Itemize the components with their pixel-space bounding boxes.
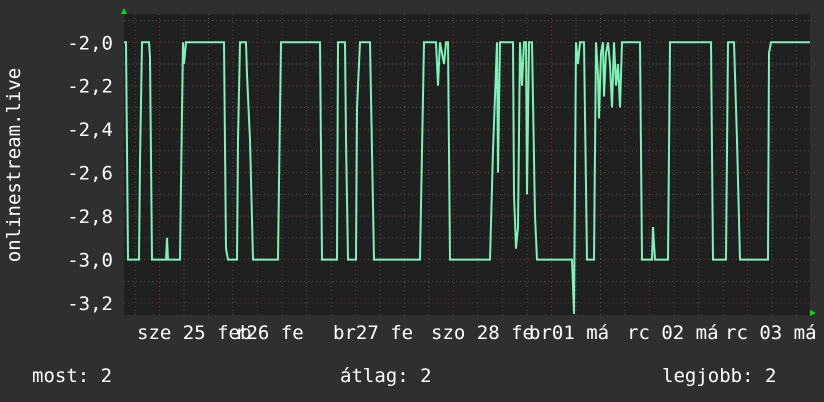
- plot-area: [124, 14, 810, 315]
- legend-maximum: legjobb: 2: [662, 365, 776, 387]
- x-tick-label: szo 28 fe: [431, 322, 534, 344]
- y-axis: -2,0 -2,2 -2,4 -2,6 -2,8 -3,0 -3,2: [67, 32, 113, 315]
- x-axis-arrow-icon: [810, 310, 816, 316]
- y-tick-label: -2,4: [67, 119, 113, 141]
- x-tick-label: rc 02 má: [627, 322, 719, 344]
- y-tick-label: -3,0: [67, 250, 113, 272]
- y-tick-label: -2,6: [67, 163, 113, 185]
- y-tick-label: -2,2: [67, 76, 113, 98]
- x-tick-label: rc 03 má: [725, 322, 817, 344]
- series-line: [124, 41, 810, 314]
- y-axis-label: onlinestream.live: [3, 68, 25, 262]
- y-tick-label: -3,2: [67, 293, 113, 315]
- x-tick-label: sze 25 feb: [137, 322, 251, 344]
- y-tick-label: -2,0: [67, 32, 113, 54]
- legend-current: most: 2: [32, 365, 112, 387]
- y-axis-arrow-icon: [121, 8, 127, 14]
- x-tick-label: r26 fe: [235, 322, 304, 344]
- x-tick-label: br27 fe: [333, 322, 413, 344]
- legend-average: átlag: 2: [340, 365, 432, 387]
- x-tick-label: br01 má: [529, 322, 609, 344]
- y-tick-label: -2,8: [67, 206, 113, 228]
